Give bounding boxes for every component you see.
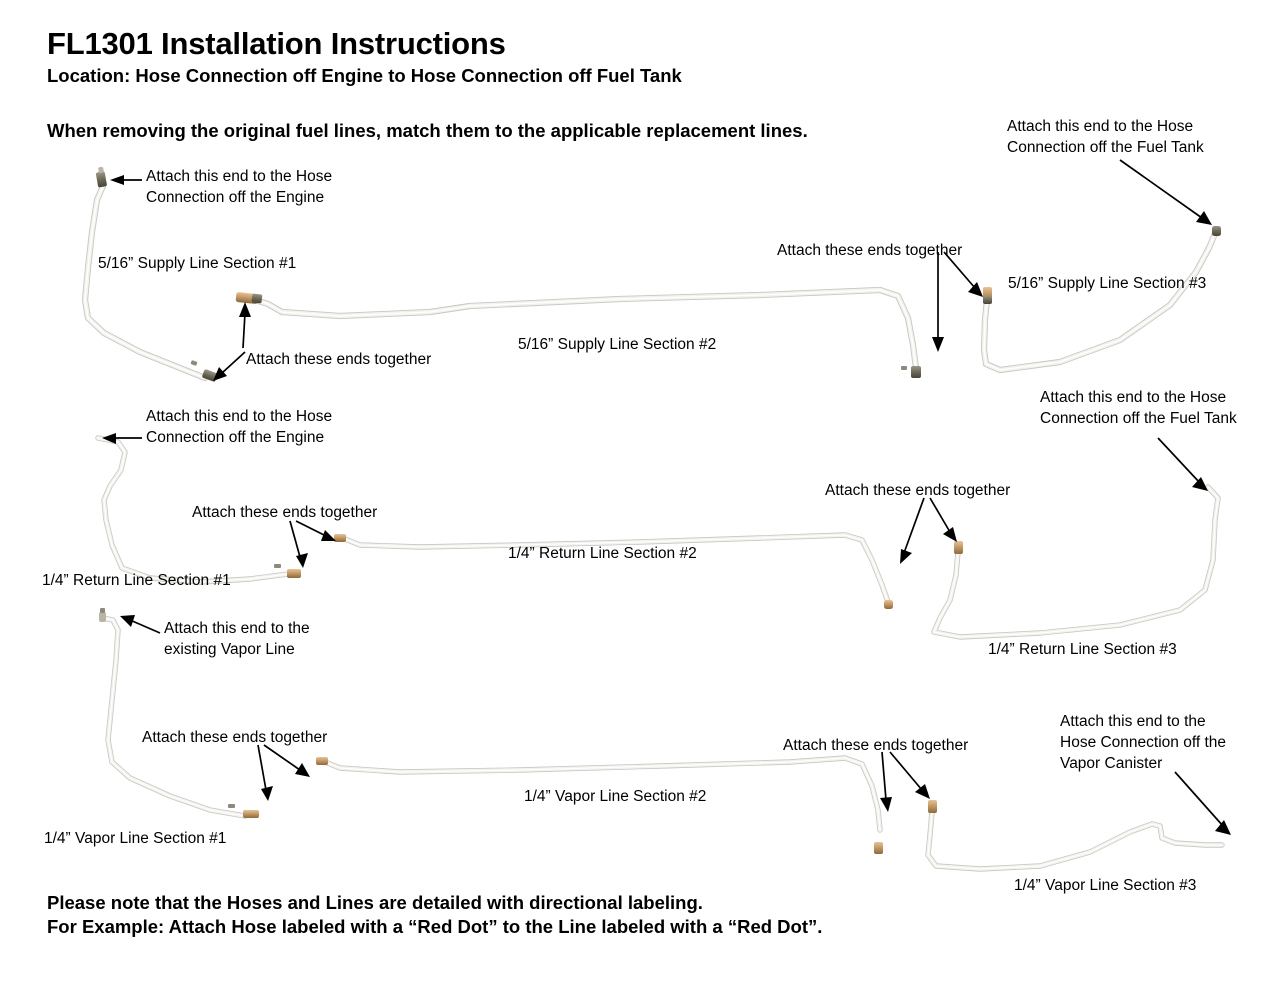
annotation-existing-vapor-end: Attach this end to the existing Vapor Li… (164, 620, 310, 658)
supply-line-section-1-coupler-fitting (190, 360, 218, 382)
vapor-line-section-2-right-fitting (874, 842, 883, 854)
part-label-supply-line-section-1: 5/16” Supply Line Section #1 (98, 255, 297, 272)
vapor-line-section-3-coupler-fitting (928, 800, 937, 813)
part-label-vapor-line-section-3: 1/4” Vapor Line Section #3 (1014, 877, 1197, 894)
annotation-attach-together-vapor-b: Attach these ends together (783, 737, 969, 754)
arrow-attach-supply-to-section1-end (239, 302, 251, 349)
vapor-line-section-3-tube (925, 809, 1225, 872)
part-label-return-line-section-1: 1/4” Return Line Section #1 (42, 572, 231, 589)
arrow-attach-return-b-to-section3-end (929, 497, 957, 542)
part-label-return-line-section-3: 1/4” Return Line Section #3 (988, 641, 1177, 658)
supply-line-section-3-tube (980, 227, 1220, 374)
return-line-section-2-left-fitting (334, 534, 346, 542)
arrow-existing-vapor-end (120, 615, 161, 634)
annotation-engine-end-supply: Attach this end to the Hose Connection o… (146, 168, 333, 206)
annotation-engine-end-return: Attach this end to the Hose Connection o… (146, 408, 333, 446)
annotation-fuel-tank-end-return: Attach this end to the Hose Connection o… (1040, 389, 1237, 427)
footer-note-line-1: Please note that the Hoses and Lines are… (47, 892, 703, 913)
supply-line-section-3-tank-fitting (1212, 226, 1221, 236)
part-label-supply-line-section-3: 5/16” Supply Line Section #3 (1008, 275, 1207, 292)
arrow-attach-vapor-to-section1-end (257, 744, 273, 801)
annotation-attach-together-vapor-a: Attach these ends together (142, 729, 328, 746)
supply-line-section-3-coupler-fitting (983, 287, 992, 304)
vapor-line-section-1-coupler-fitting (228, 804, 259, 818)
supply-line-section-2-left-fitting (235, 292, 263, 304)
arrow-attach-vapor-b-to-section3-end (889, 751, 930, 799)
return-line-section-3-coupler-fitting (954, 541, 963, 554)
arrow-fuel-tank-end-supply (1119, 159, 1212, 225)
arrow-attach-vapor-b-to-section2-end (880, 751, 892, 812)
return-line-section-1-coupler-fitting (274, 564, 301, 578)
part-label-return-line-section-2: 1/4” Return Line Section #2 (508, 545, 697, 562)
arrow-fuel-tank-end-return (1157, 437, 1208, 491)
arrow-attach-supply-b-to-section2-end (932, 252, 944, 352)
arrow-attach-return-b-to-section2-end (900, 497, 925, 564)
part-label-vapor-line-section-1: 1/4” Vapor Line Section #1 (44, 830, 227, 847)
annotation-attach-together-supply-a: Attach these ends together (246, 351, 432, 368)
intro-text: When removing the original fuel lines, m… (47, 120, 808, 141)
vapor-line-section-2-left-fitting (316, 757, 328, 765)
arrow-attach-return-to-section2-end (295, 520, 336, 541)
footer-note-line-2: For Example: Attach Hose labeled with a … (47, 916, 823, 937)
return-line-section-2-right-fitting (884, 600, 893, 609)
annotation-vapor-canister-end: Attach this end to the Hose Connection o… (1060, 713, 1227, 772)
arrow-engine-end-supply (110, 175, 142, 185)
return-line-section-3-tube (931, 484, 1221, 640)
annotation-attach-together-supply-b: Attach these ends together (777, 242, 963, 259)
annotation-attach-together-return-a: Attach these ends together (192, 504, 378, 521)
arrow-attach-supply-to-section2-end (213, 351, 246, 381)
annotation-fuel-tank-end-supply: Attach this end to the Hose Connection o… (1007, 118, 1204, 156)
arrow-attach-vapor-to-section2-end (263, 744, 310, 777)
part-label-supply-line-section-2: 5/16” Supply Line Section #2 (518, 336, 717, 353)
annotation-attach-together-return-b: Attach these ends together (825, 482, 1011, 499)
vapor-line-section-1-vapor-fitting (99, 608, 106, 622)
page-subtitle: Location: Hose Connection off Engine to … (47, 65, 682, 86)
arrow-attach-return-to-section1-end (289, 520, 308, 568)
arrow-vapor-canister-end (1174, 771, 1231, 835)
part-label-vapor-line-section-2: 1/4” Vapor Line Section #2 (524, 788, 707, 805)
supply-line-section-1-engine-fitting (95, 166, 107, 188)
arrow-engine-end-return (102, 433, 142, 444)
supply-line-section-2-right-fitting (901, 366, 921, 378)
page-title: FL1301 Installation Instructions (47, 26, 506, 61)
